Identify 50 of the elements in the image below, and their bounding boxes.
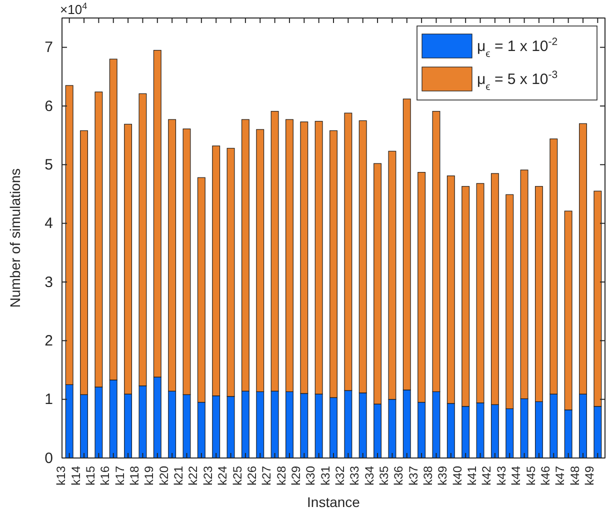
x-tick-label: k42 bbox=[480, 466, 494, 486]
y-tick-label: 4 bbox=[44, 215, 53, 232]
y-axis-title: Number of simulations bbox=[7, 168, 23, 308]
text: ×10$^{4}$ bbox=[60, 1, 88, 17]
y-tick-label: 6 bbox=[44, 98, 53, 115]
x-tick-label: k34 bbox=[362, 466, 376, 486]
x-tick-label: k40 bbox=[450, 466, 464, 486]
y-tick-label: 0 bbox=[44, 450, 53, 467]
x-tick-label: k46 bbox=[538, 466, 552, 486]
x-tick-label: k25 bbox=[230, 466, 244, 486]
x-axis-title: Instance bbox=[307, 494, 360, 510]
x-tick-label: k24 bbox=[216, 466, 230, 486]
x-tick-label: k41 bbox=[465, 466, 480, 486]
x-tick-label: k47 bbox=[553, 466, 568, 486]
x-tick-label: k13 bbox=[54, 466, 68, 486]
x-tick-label: k38 bbox=[421, 466, 436, 486]
x-tick-label: k49 bbox=[582, 466, 596, 486]
y-tick-label: 3 bbox=[44, 274, 53, 291]
x-tick-label: k36 bbox=[392, 466, 406, 486]
x-tick-label: k15 bbox=[83, 466, 98, 486]
y-tick-label: 7 bbox=[44, 39, 53, 56]
x-tick-label: k29 bbox=[288, 466, 303, 486]
x-tick-label: k37 bbox=[406, 466, 420, 486]
legend-label: μ$_{ϵ}$ = 1 x 10$^{-2}$ bbox=[477, 36, 558, 60]
y-tick-label: 5 bbox=[44, 156, 53, 174]
legend-label: μ$_{ϵ}$ = 5 x 10$^{-3}$ bbox=[477, 69, 558, 93]
x-tick-label: k43 bbox=[494, 466, 508, 486]
x-tick-label: k44 bbox=[509, 466, 524, 486]
x-tick-label: k20 bbox=[156, 466, 171, 486]
x-tick-label: k27 bbox=[260, 466, 274, 486]
x-tick-label: k23 bbox=[200, 466, 215, 486]
x-tick-label: k16 bbox=[98, 466, 112, 486]
x-tick-label: k14 bbox=[68, 466, 83, 486]
x-tick-label: k39 bbox=[436, 466, 450, 486]
x-tick-label: k17 bbox=[112, 466, 127, 486]
x-tick-label: k45 bbox=[524, 466, 538, 486]
x-tick-label: k21 bbox=[172, 466, 186, 486]
x-tick-label: k30 bbox=[304, 466, 318, 486]
x-tick-label: k31 bbox=[318, 466, 332, 486]
x-tick-label: k35 bbox=[377, 466, 392, 486]
x-tick-label: k33 bbox=[348, 466, 362, 486]
x-tick-label: k19 bbox=[142, 466, 156, 486]
x-tick-label: k48 bbox=[568, 466, 582, 486]
y-tick-label: 2 bbox=[44, 332, 53, 350]
x-tick-label: k32 bbox=[332, 466, 347, 486]
x-tick-label: k18 bbox=[128, 466, 142, 486]
x-tick-label: k28 bbox=[274, 466, 288, 486]
x-tick-label: k26 bbox=[244, 466, 259, 486]
y-tick-label: 1 bbox=[44, 391, 53, 408]
x-tick-label: k22 bbox=[186, 466, 200, 486]
